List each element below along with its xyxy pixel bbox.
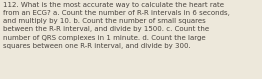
Text: 112. What is the most accurate way to calculate the heart rate
from an ECG? a. C: 112. What is the most accurate way to ca… <box>3 2 230 49</box>
